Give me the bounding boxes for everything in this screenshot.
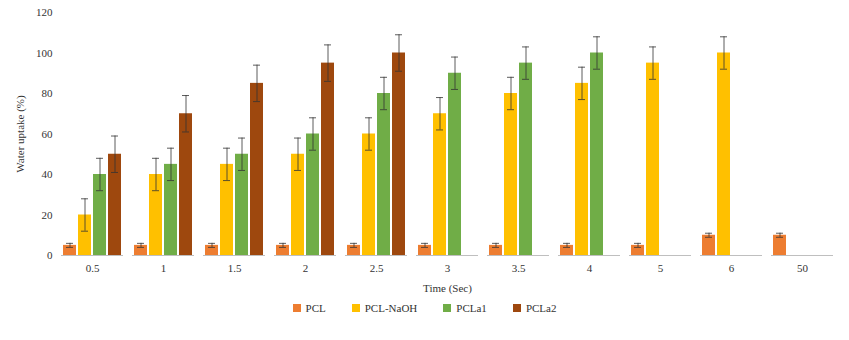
svg-text:40: 40 bbox=[42, 168, 54, 180]
svg-text:120: 120 bbox=[36, 6, 53, 18]
svg-text:4: 4 bbox=[587, 262, 593, 274]
svg-text:3.5: 3.5 bbox=[512, 262, 526, 274]
html-text:PCLa2: PCLa2 bbox=[525, 302, 557, 314]
svg-text:1: 1 bbox=[161, 262, 167, 274]
svg-text:2: 2 bbox=[303, 262, 309, 274]
svg-text:1.5: 1.5 bbox=[228, 262, 242, 274]
svg-text:5: 5 bbox=[658, 262, 664, 274]
svg-text:60: 60 bbox=[42, 128, 54, 140]
html-text:PCL-NaOH: PCL-NaOH bbox=[364, 302, 418, 314]
svg-text:Time (Sec): Time (Sec) bbox=[423, 282, 472, 295]
svg-text:0.5: 0.5 bbox=[86, 262, 100, 274]
html-text:PCLa1: PCLa1 bbox=[456, 302, 487, 314]
html-text:PCL: PCL bbox=[305, 302, 326, 314]
svg-text:20: 20 bbox=[42, 209, 54, 221]
svg-text:0: 0 bbox=[47, 249, 53, 261]
svg-text:100: 100 bbox=[36, 47, 53, 59]
svg-text:80: 80 bbox=[42, 87, 54, 99]
svg-text:6: 6 bbox=[729, 262, 735, 274]
svg-text:50: 50 bbox=[797, 262, 809, 274]
svg-text:2.5: 2.5 bbox=[370, 262, 384, 274]
svg-text:3: 3 bbox=[445, 262, 451, 274]
svg-text:Water uptake (%): Water uptake (%) bbox=[14, 95, 27, 173]
